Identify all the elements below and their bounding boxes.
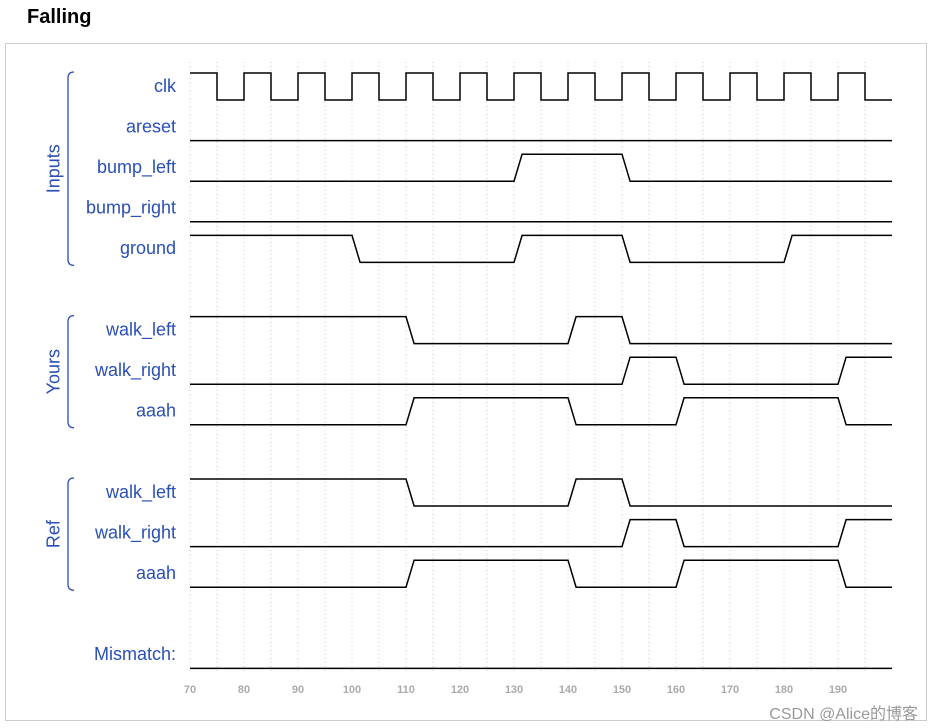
x-tick-label: 160 bbox=[667, 684, 685, 696]
signal-wave bbox=[190, 72, 892, 101]
x-tick-label: 170 bbox=[721, 684, 739, 696]
signal-label: walk_left bbox=[105, 482, 176, 503]
signal-wave bbox=[190, 478, 892, 507]
signal-wave bbox=[190, 315, 892, 345]
signal-wave bbox=[190, 518, 892, 548]
signal-wave bbox=[190, 153, 892, 182]
x-tick-label: 90 bbox=[292, 684, 304, 696]
signal-label: walk_right bbox=[94, 522, 176, 543]
x-tick-label: 120 bbox=[451, 684, 469, 696]
signal-label: Mismatch: bbox=[94, 644, 176, 664]
x-tick-label: 110 bbox=[397, 684, 415, 696]
signal-label: aaah bbox=[136, 401, 176, 421]
x-tick-label: 130 bbox=[505, 684, 523, 696]
signal-label: ground bbox=[120, 238, 176, 258]
x-tick-label: 180 bbox=[775, 684, 793, 696]
signal-label: bump_left bbox=[97, 157, 176, 178]
group-label: Yours bbox=[44, 349, 64, 394]
x-tick-label: 190 bbox=[829, 684, 847, 696]
x-tick-label: 70 bbox=[184, 684, 196, 696]
signal-wave bbox=[190, 559, 892, 588]
group-brace bbox=[67, 477, 75, 591]
group-brace bbox=[67, 314, 75, 429]
x-tick-label: 150 bbox=[613, 684, 631, 696]
group-brace bbox=[67, 71, 75, 267]
title: Falling bbox=[27, 6, 92, 28]
signal-label: clk bbox=[154, 76, 177, 96]
signal-label: bump_right bbox=[86, 198, 176, 219]
x-tick-label: 140 bbox=[559, 684, 577, 696]
waveform-box bbox=[5, 43, 927, 721]
signal-wave bbox=[190, 397, 892, 426]
signal-label: walk_left bbox=[105, 319, 176, 340]
group-label: Inputs bbox=[44, 144, 64, 193]
watermark: CSDN @Alice的博客 bbox=[769, 706, 918, 723]
signal-label: areset bbox=[126, 116, 176, 136]
x-tick-label: 80 bbox=[238, 684, 250, 696]
group-label: Ref bbox=[44, 519, 64, 548]
signal-wave bbox=[190, 234, 892, 264]
signal-wave bbox=[190, 356, 892, 385]
x-tick-label: 100 bbox=[343, 684, 361, 696]
signal-label: aaah bbox=[136, 563, 176, 583]
signal-label: walk_right bbox=[94, 360, 176, 381]
